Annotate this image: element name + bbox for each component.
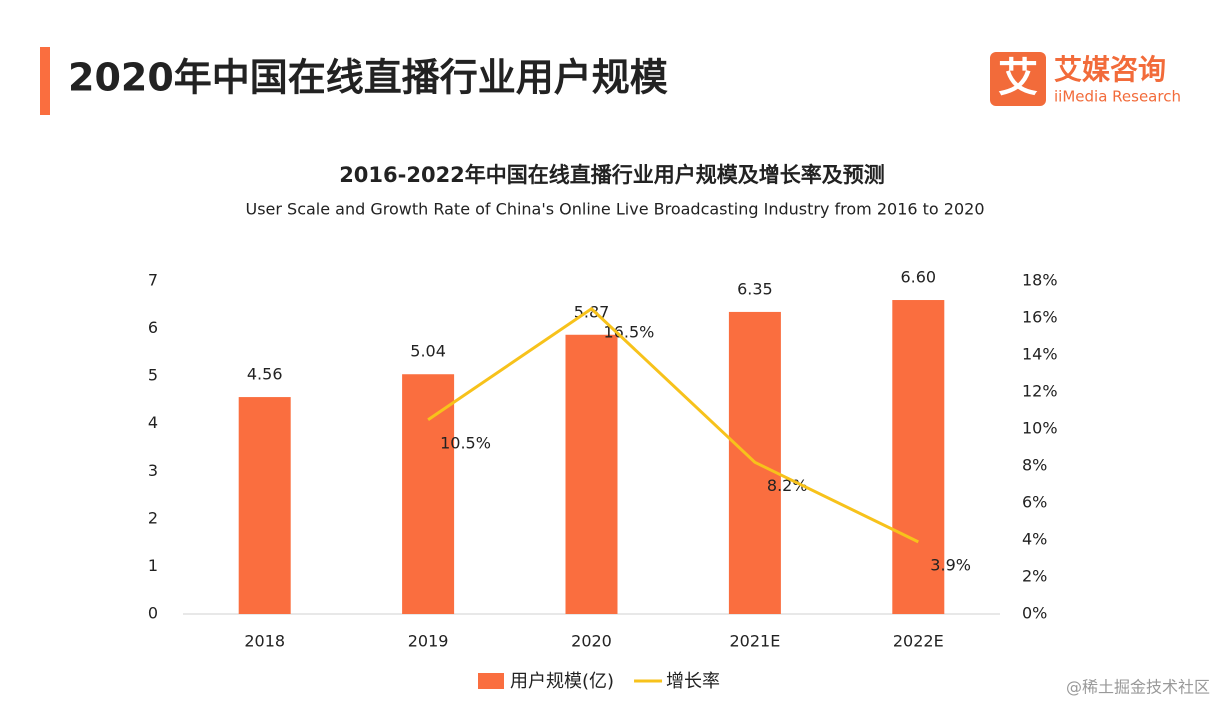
bar <box>892 300 945 614</box>
line-value-label: 3.9% <box>930 555 971 574</box>
y2-tick-label: 12% <box>1022 382 1058 401</box>
legend-label: 用户规模(亿) <box>510 671 614 692</box>
y2-tick-label: 18% <box>1022 271 1058 290</box>
y-tick-label: 4 <box>148 413 158 432</box>
y-tick-label: 6 <box>148 318 158 337</box>
y-tick-label: 2 <box>148 508 158 527</box>
line-value-label: 16.5% <box>604 322 655 341</box>
bar <box>238 397 291 614</box>
y2-tick-label: 0% <box>1022 604 1047 623</box>
bar <box>565 334 618 614</box>
y-tick-label: 7 <box>148 271 158 290</box>
y2-tick-label: 2% <box>1022 567 1047 586</box>
line-value-label: 8.2% <box>767 476 808 495</box>
legend-swatch <box>478 673 504 689</box>
watermark: @稀土掘金技术社区 <box>1066 678 1210 697</box>
legend-label: 增长率 <box>666 671 720 692</box>
y-tick-label: 5 <box>148 366 158 385</box>
x-tick-label: 2020 <box>571 632 612 651</box>
y2-tick-label: 16% <box>1022 308 1058 327</box>
page-title: 2020年中国在线直播行业用户规模 <box>68 56 668 100</box>
brand-en: iiMedia Research <box>1054 88 1181 106</box>
y2-tick-label: 8% <box>1022 456 1047 475</box>
y2-tick-label: 10% <box>1022 419 1058 438</box>
y-tick-label: 1 <box>148 556 158 575</box>
x-tick-label: 2021E <box>729 632 780 651</box>
x-tick-label: 2019 <box>408 632 449 651</box>
logo-mark: 艾 <box>998 55 1038 101</box>
line-value-label: 10.5% <box>440 433 491 452</box>
chart-subtitle: User Scale and Growth Rate of China's On… <box>245 200 984 219</box>
y2-tick-label: 14% <box>1022 345 1058 364</box>
bar <box>402 374 455 614</box>
line <box>427 306 919 544</box>
y-tick-label: 0 <box>148 604 158 623</box>
y2-tick-label: 4% <box>1022 530 1047 549</box>
x-tick-label: 2022E <box>893 632 944 651</box>
brand: 艾媒咨询 <box>1054 53 1166 86</box>
y2-tick-label: 6% <box>1022 493 1047 512</box>
logo-box <box>990 52 1046 106</box>
x-tick-label: 2018 <box>244 632 285 651</box>
bar-value-label: 5.04 <box>410 342 446 361</box>
bar-value-label: 6.60 <box>900 268 936 287</box>
y-tick-label: 3 <box>148 461 158 480</box>
bar-value-label: 4.56 <box>247 365 283 384</box>
chart-title: 2016-2022年中国在线直播行业用户规模及增长率及预测 <box>339 163 885 187</box>
title-accent <box>40 47 50 115</box>
bar-value-label: 6.35 <box>737 279 773 298</box>
